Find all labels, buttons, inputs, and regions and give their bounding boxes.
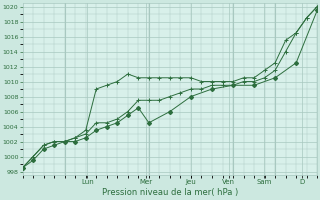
X-axis label: Pression niveau de la mer( hPa ): Pression niveau de la mer( hPa )	[102, 188, 238, 197]
